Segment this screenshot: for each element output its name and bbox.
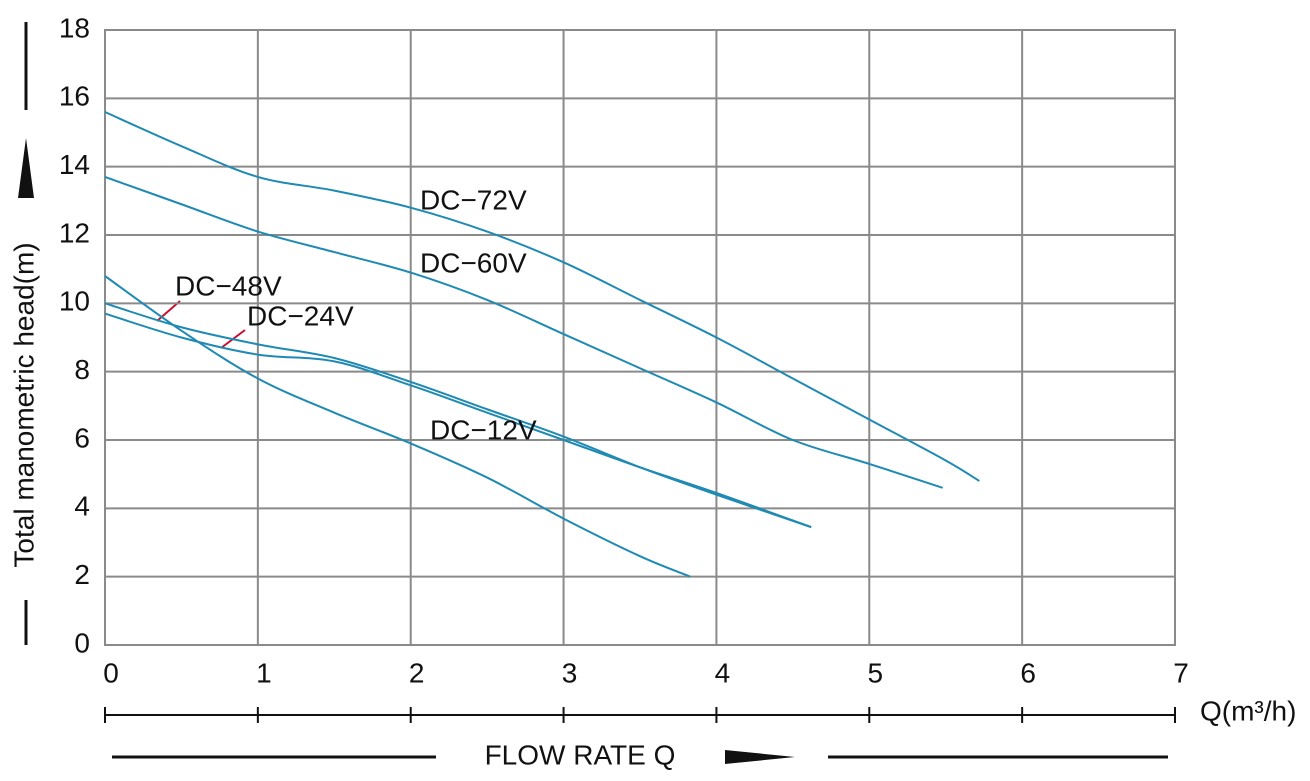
plot-frame (104, 29, 1176, 646)
x-tick-label: 3 (562, 657, 578, 688)
y-tick-label: 10 (59, 286, 90, 317)
series-label: DC−72V (420, 184, 527, 215)
series-line (104, 312, 812, 529)
y-tick-label: 14 (59, 149, 90, 180)
series-line (104, 175, 943, 489)
y-axis-label: Total manometric head(m) (8, 242, 39, 567)
y-tick-label: 18 (59, 12, 90, 43)
x-axis-label: FLOW RATE Q (485, 739, 676, 770)
x-unit: Q(m³/h) (1200, 695, 1296, 726)
y-tick-label: 6 (74, 422, 90, 453)
x-tick-label: 4 (715, 657, 731, 688)
series-line (104, 302, 812, 529)
series-line (104, 111, 980, 482)
y-tick-label: 16 (59, 81, 90, 112)
axis-arrow (725, 750, 795, 764)
series-label: DC−24V (247, 300, 354, 331)
x-tick-label: 0 (103, 657, 119, 688)
x-tick-label: 6 (1020, 657, 1036, 688)
series-label: DC−12V (430, 414, 537, 445)
y-tick-label: 8 (74, 354, 90, 385)
x-tick-label: 1 (256, 657, 272, 688)
y-tick-label: 2 (74, 559, 90, 590)
x-tick-label: 7 (1173, 657, 1189, 688)
axis-arrow (18, 138, 34, 198)
series-line (104, 275, 691, 578)
y-tick-label: 0 (74, 627, 90, 658)
series-label: DC−60V (420, 247, 527, 278)
y-tick-label: 4 (74, 491, 90, 522)
y-tick-label: 12 (59, 217, 90, 248)
x-tick-label: 5 (867, 657, 883, 688)
x-tick-label: 2 (409, 657, 425, 688)
series-label: DC−48V (175, 270, 282, 301)
